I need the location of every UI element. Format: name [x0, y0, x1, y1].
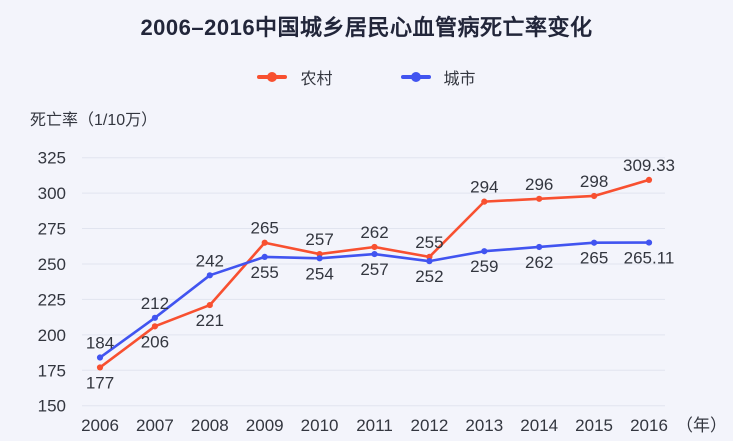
x-tick-label: 2013 — [465, 416, 503, 435]
data-point[interactable] — [645, 239, 653, 246]
x-tick-label: 2014 — [520, 416, 558, 435]
legend-label-rural: 农村 — [300, 71, 333, 88]
data-point[interactable] — [151, 323, 158, 330]
data-point-label: 184 — [86, 334, 114, 353]
data-point[interactable] — [371, 243, 378, 251]
legend-label-urban: 城市 — [443, 71, 476, 88]
data-point-label: 257 — [360, 260, 388, 279]
data-point[interactable] — [481, 248, 488, 255]
y-tick-label: 300 — [38, 184, 66, 203]
data-point-label: 254 — [305, 264, 333, 283]
x-axis-unit: （年） — [676, 416, 727, 435]
x-tick-label: 2015 — [575, 416, 613, 435]
y-tick-label: 150 — [38, 397, 66, 416]
rural-dot-icon — [267, 72, 278, 82]
data-point-label: 294 — [470, 178, 498, 197]
data-point[interactable] — [481, 198, 488, 205]
y-tick-label: 275 — [38, 220, 66, 239]
legend-item-rural[interactable]: 农村 — [257, 65, 333, 89]
data-point-label: 259 — [470, 257, 498, 276]
data-point[interactable] — [151, 314, 158, 321]
data-point-label: 262 — [525, 253, 553, 272]
y-axis-title: 死亡率（1/10万） — [30, 112, 158, 129]
data-point[interactable] — [536, 195, 543, 202]
data-point-label: 212 — [141, 294, 169, 313]
x-tick-label: 2012 — [410, 416, 448, 435]
data-point-label: 252 — [415, 267, 443, 286]
data-point[interactable] — [426, 253, 433, 260]
x-tick-label: 2006 — [81, 416, 119, 435]
data-point-label: 296 — [525, 175, 553, 194]
data-point[interactable] — [206, 301, 213, 309]
data-point[interactable] — [591, 239, 598, 246]
y-tick-label: 325 — [38, 149, 66, 168]
y-tick-label: 250 — [38, 255, 66, 274]
data-point[interactable] — [261, 253, 268, 260]
data-point[interactable] — [426, 258, 433, 265]
legend-item-urban[interactable]: 城市 — [400, 65, 476, 89]
legend: 农村 城市 — [0, 65, 733, 89]
data-point-label: 309.33 — [623, 156, 675, 175]
data-point-label: 255 — [251, 263, 279, 282]
x-tick-label: 2011 — [356, 416, 393, 435]
data-point-label: 257 — [305, 230, 333, 249]
data-point[interactable] — [206, 272, 213, 279]
urban-dot-icon — [410, 72, 421, 82]
data-point[interactable] — [96, 354, 104, 361]
urban-line-marker-icon — [400, 72, 431, 82]
data-point[interactable] — [591, 192, 598, 200]
data-point[interactable] — [96, 364, 104, 371]
data-point[interactable] — [536, 243, 543, 251]
data-point[interactable] — [261, 239, 268, 246]
data-point-label: 255 — [415, 233, 443, 252]
x-tick-label: 2007 — [136, 416, 174, 435]
chart-title: 2006–2016中国城乡居民心血管病死亡率变化 — [140, 15, 593, 40]
data-point-label: 177 — [86, 373, 114, 392]
data-point[interactable] — [316, 255, 323, 262]
data-point-label: 262 — [360, 223, 388, 242]
rural-line-marker-icon — [257, 72, 288, 82]
y-tick-label: 225 — [38, 290, 66, 309]
x-tick-label: 2009 — [246, 416, 284, 435]
data-point-label: 265 — [580, 249, 608, 268]
data-point-label: 298 — [580, 172, 608, 191]
y-tick-label: 200 — [38, 326, 66, 345]
data-point[interactable] — [316, 250, 323, 258]
x-tick-label: 2008 — [191, 416, 229, 435]
x-tick-label: 2016 — [630, 416, 668, 435]
data-point[interactable] — [371, 250, 378, 258]
data-point-label: 221 — [196, 311, 224, 330]
y-tick-label: 175 — [38, 361, 66, 380]
data-point-label: 265.11 — [624, 249, 675, 268]
data-point[interactable] — [645, 176, 653, 184]
x-tick-label: 2010 — [301, 416, 339, 435]
data-point-label: 206 — [141, 332, 169, 351]
data-point-label: 265 — [251, 219, 279, 238]
data-point-label: 242 — [196, 251, 224, 270]
